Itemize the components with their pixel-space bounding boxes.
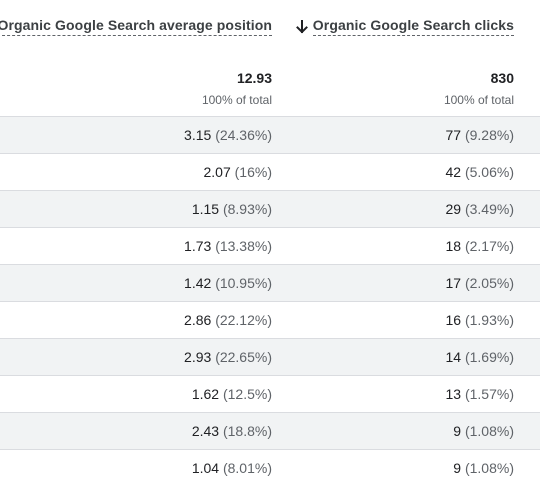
clicks-cell: 29 (3.49%) xyxy=(446,191,515,227)
column-header-label[interactable]: Organic Google Search average position xyxy=(0,17,272,36)
clicks-cell: 9 (1.08%) xyxy=(453,450,514,486)
cell-percent: (8.93%) xyxy=(222,201,272,217)
clicks-cell: 77 (9.28%) xyxy=(446,117,515,153)
average-position-cell: 1.62 (12.5%) xyxy=(192,376,272,412)
cell-value: 14 xyxy=(445,349,462,365)
table-row: 2.93 (22.65%) 14 (1.69%) xyxy=(0,339,540,376)
cell-value: 1.42 xyxy=(184,275,212,291)
cell-value: 13 xyxy=(445,386,462,402)
average-position-cell: 2.86 (22.12%) xyxy=(184,302,272,338)
cell-value: 2.07 xyxy=(203,164,231,180)
cell-percent: (16%) xyxy=(234,164,272,180)
cell-percent: (1.08%) xyxy=(464,423,514,439)
cell-percent: (13.38%) xyxy=(215,238,272,254)
table-row: 3.15 (24.36%) 77 (9.28%) xyxy=(0,117,540,154)
cell-percent: (8.01%) xyxy=(222,460,272,476)
cell-value: 9 xyxy=(453,460,462,476)
table-row: 2.86 (22.12%) 16 (1.93%) xyxy=(0,302,540,339)
table-row: 1.42 (10.95%) 17 (2.05%) xyxy=(0,265,540,302)
average-position-cell: 2.43 (18.8%) xyxy=(192,413,272,449)
average-position-cell: 1.04 (8.01%) xyxy=(192,450,272,486)
cell-value: 1.04 xyxy=(191,460,220,476)
total-average-position: 12.93 xyxy=(236,70,272,86)
table-header: Organic Google Search average position O… xyxy=(0,0,540,117)
table-body: 3.15 (24.36%) 77 (9.28%) 2.07 (16%) 42 (5.0… xyxy=(0,117,540,486)
cell-value: 3.15 xyxy=(184,127,212,143)
total-average-position-subtitle: 100% of total xyxy=(201,93,272,107)
cell-percent: (1.57%) xyxy=(464,386,514,402)
cell-percent: (2.17%) xyxy=(464,238,514,254)
cell-value: 2.93 xyxy=(184,349,212,365)
cell-value: 1.62 xyxy=(191,386,220,402)
cell-value: 18 xyxy=(445,238,462,254)
cell-value: 77 xyxy=(445,127,462,143)
clicks-cell: 14 (1.69%) xyxy=(446,339,515,375)
table-row: 2.43 (18.8%) 9 (1.08%) xyxy=(0,413,540,450)
cell-value: 16 xyxy=(445,312,462,328)
cell-value: 1.15 xyxy=(191,201,220,217)
table-row: 1.04 (8.01%) 9 (1.08%) xyxy=(0,450,540,486)
clicks-cell: 17 (2.05%) xyxy=(446,265,515,301)
cell-value: 9 xyxy=(453,423,462,439)
cell-value: 2.86 xyxy=(184,312,212,328)
total-clicks-subtitle: 100% of total xyxy=(443,93,514,107)
cell-percent: (5.06%) xyxy=(464,164,514,180)
cell-percent: (2.05%) xyxy=(464,275,514,291)
cell-percent: (18.8%) xyxy=(222,423,272,439)
table-row: 1.73 (13.38%) 18 (2.17%) xyxy=(0,228,540,265)
cell-percent: (1.93%) xyxy=(464,312,514,328)
cell-value: 42 xyxy=(445,164,462,180)
cell-percent: (12.5%) xyxy=(222,386,272,402)
clicks-cell: 16 (1.93%) xyxy=(446,302,515,338)
cell-percent: (9.28%) xyxy=(464,127,514,143)
cell-value: 29 xyxy=(445,201,462,217)
cell-percent: (1.69%) xyxy=(464,349,514,365)
clicks-cell: 18 (2.17%) xyxy=(446,228,515,264)
column-header-label[interactable]: Organic Google Search clicks xyxy=(312,17,514,36)
average-position-cell: 1.15 (8.93%) xyxy=(192,191,272,227)
average-position-cell: 1.42 (10.95%) xyxy=(184,265,272,301)
total-clicks: 830 xyxy=(490,70,514,86)
cell-percent: (22.12%) xyxy=(215,312,272,328)
cell-value: 17 xyxy=(445,275,462,291)
column-header-clicks[interactable]: Organic Google Search clicks xyxy=(295,17,514,36)
average-position-cell: 2.07 (16%) xyxy=(204,154,273,190)
cell-value: 1.73 xyxy=(184,238,212,254)
cell-percent: (24.36%) xyxy=(215,127,272,143)
arrow-down-icon[interactable] xyxy=(295,19,309,34)
average-position-cell: 2.93 (22.65%) xyxy=(184,339,272,375)
cell-percent: (3.49%) xyxy=(464,201,514,217)
clicks-cell: 9 (1.08%) xyxy=(453,413,514,449)
cell-percent: (1.08%) xyxy=(464,460,514,476)
table-row: 1.62 (12.5%) 13 (1.57%) xyxy=(0,376,540,413)
cell-percent: (10.95%) xyxy=(215,275,272,291)
average-position-cell: 1.73 (13.38%) xyxy=(184,228,272,264)
clicks-cell: 42 (5.06%) xyxy=(446,154,515,190)
table-row: 1.15 (8.93%) 29 (3.49%) xyxy=(0,191,540,228)
cell-value: 2.43 xyxy=(191,423,220,439)
table-row: 2.07 (16%) 42 (5.06%) xyxy=(0,154,540,191)
clicks-cell: 13 (1.57%) xyxy=(446,376,515,412)
cell-percent: (22.65%) xyxy=(215,349,272,365)
average-position-cell: 3.15 (24.36%) xyxy=(184,117,272,153)
column-header-average-position[interactable]: Organic Google Search average position xyxy=(0,17,272,36)
